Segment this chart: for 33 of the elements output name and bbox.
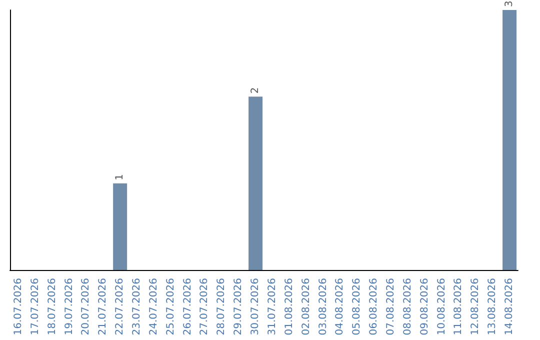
x-tick-label: 10.08.2026: [436, 278, 448, 336]
x-tick-label: 26.07.2026: [182, 278, 194, 336]
x-tick-label: 01.08.2026: [284, 278, 295, 336]
x-tick-label: 08.08.2026: [402, 278, 414, 336]
x-tick-label: 05.08.2026: [352, 278, 363, 336]
data-label: 2: [250, 87, 262, 94]
x-tick-label: 11.08.2026: [453, 278, 464, 336]
x-tick-label: 06.08.2026: [368, 278, 380, 336]
x-tick-label: 21.07.2026: [98, 278, 109, 336]
x-tick-label: 17.07.2026: [30, 278, 41, 336]
data-label: 3: [504, 0, 516, 7]
x-tick-label: 30.07.2026: [250, 278, 262, 336]
x-tick-label: 13.08.2026: [487, 278, 498, 336]
x-tick-label: 31.07.2026: [266, 278, 278, 336]
x-tick-label: 19.07.2026: [64, 278, 75, 336]
x-tick-label: 22.07.2026: [114, 278, 126, 336]
x-tick-label: 25.07.2026: [165, 278, 176, 336]
x-tick-label: 02.08.2026: [300, 278, 312, 336]
x-tick-label: 23.07.2026: [132, 278, 142, 336]
x-tick-label: 07.08.2026: [386, 278, 396, 336]
x-tick-label: 24.07.2026: [148, 278, 160, 336]
x-tick-label: 18.07.2026: [46, 278, 58, 336]
x-tick-label: 14.08.2026: [504, 278, 516, 336]
x-tick-label: 12.08.2026: [470, 278, 482, 336]
x-tick-label: 28.07.2026: [216, 278, 228, 336]
x-tick-label: 04.08.2026: [334, 278, 346, 336]
x-tick-label: 16.07.2026: [12, 278, 24, 336]
x-tick-label: 03.08.2026: [318, 278, 329, 336]
x-tick-label: 09.08.2026: [419, 278, 430, 336]
x-tick-label: 27.07.2026: [199, 278, 210, 336]
data-label: 1: [114, 174, 126, 180]
x-tick-label: 29.07.2026: [233, 278, 244, 336]
x-tick-label: 20.07.2026: [80, 278, 92, 336]
